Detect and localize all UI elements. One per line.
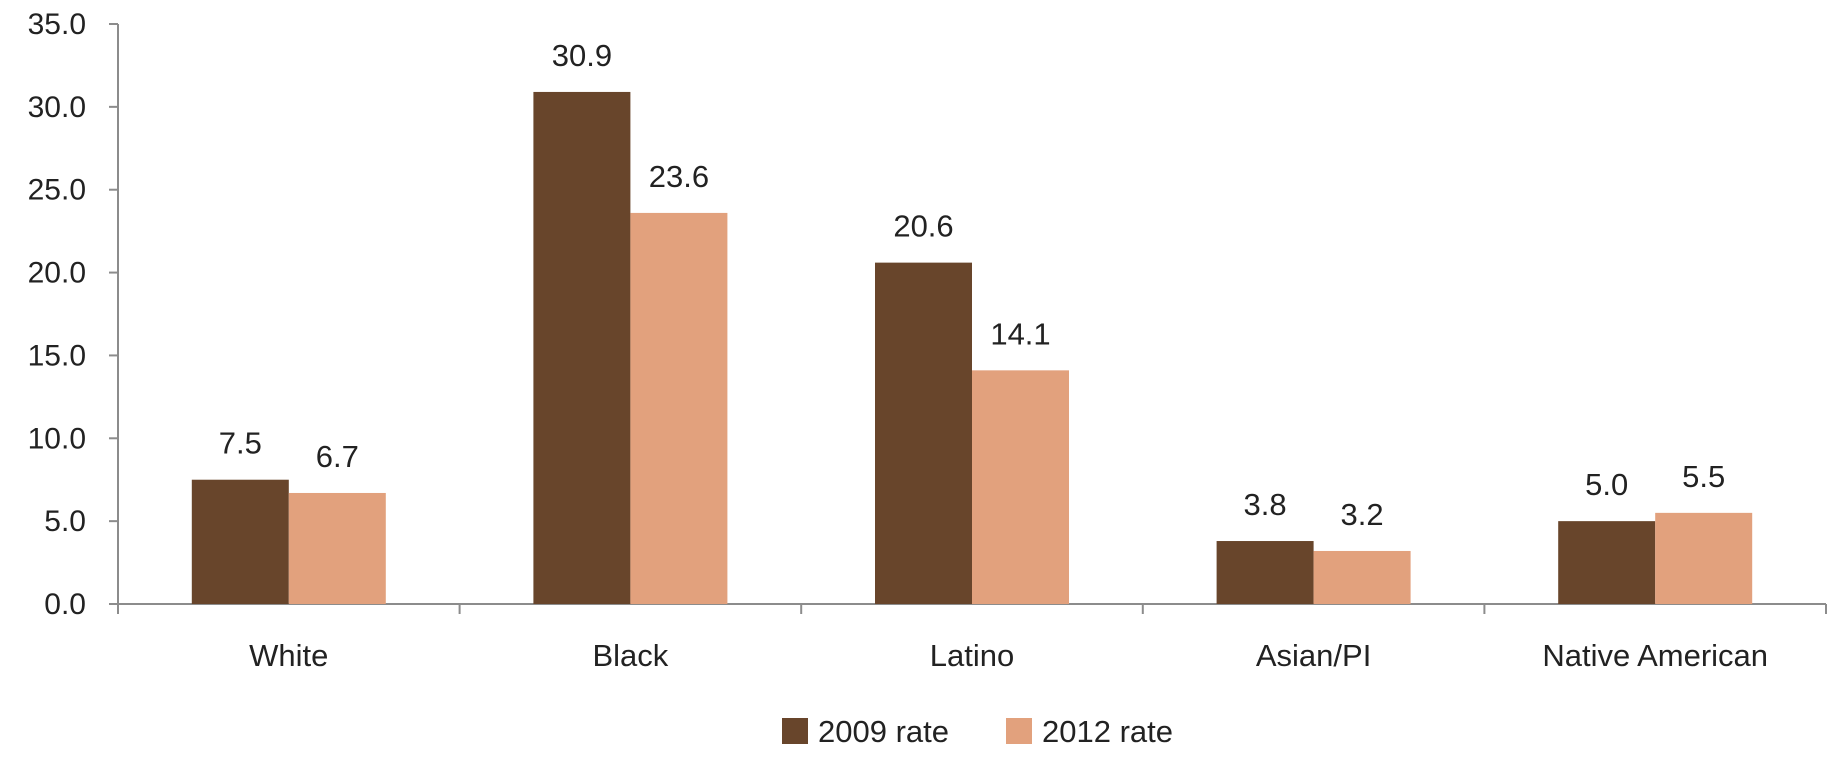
bar-2009-rate (533, 91, 631, 604)
legend-label: 2012 rate (1042, 714, 1173, 749)
x-axis: White Black Latino Asian/PI Native American (117, 603, 1827, 673)
bar-2009-rate (875, 262, 972, 604)
category-label: White (249, 638, 328, 673)
legend-swatch (782, 718, 808, 744)
bar-2009-rate (1558, 521, 1656, 604)
y-tick-label: 25.0 (28, 174, 86, 207)
bar-2009-rate (191, 479, 289, 604)
data-label: 3.8 (1244, 487, 1287, 522)
y-tick-label: 20.0 (28, 257, 86, 290)
bar-2012-rate (1655, 512, 1753, 604)
bar-2012-rate (288, 492, 386, 604)
data-label: 5.5 (1682, 459, 1725, 494)
bars (191, 91, 1753, 604)
data-label: 7.5 (219, 426, 262, 461)
legend: 2009 rate 2012 rate (782, 714, 1173, 749)
y-tick-label: 10.0 (28, 422, 86, 455)
category-label: Native American (1542, 638, 1768, 673)
data-labels: 7.5 30.9 20.6 3.8 5.0 6.7 23.6 14.1 3.2 5.5 (219, 38, 1726, 532)
bar-2009-rate (1216, 541, 1314, 604)
data-label: 23.6 (649, 159, 709, 194)
data-label: 30.9 (552, 38, 612, 73)
legend-swatch (1006, 718, 1032, 744)
y-tick-label: 15.0 (28, 339, 86, 372)
y-tick-label: 5.0 (44, 505, 86, 538)
bar-2012-rate (972, 370, 1069, 604)
category-label: Latino (930, 638, 1014, 673)
y-axis: 0.0 5.0 10.0 15.0 20.0 25.0 30.0 35.0 (28, 8, 119, 621)
legend-label: 2009 rate (818, 714, 949, 749)
data-label: 5.0 (1585, 467, 1628, 502)
bar-2012-rate (630, 212, 728, 604)
y-tick-label: 0.0 (44, 588, 86, 621)
bar-2012-rate (1313, 550, 1411, 604)
y-tick-label: 30.0 (28, 91, 86, 124)
category-label: Asian/PI (1256, 638, 1371, 673)
data-label: 3.2 (1341, 497, 1384, 532)
data-label: 20.6 (893, 209, 953, 244)
category-label: Black (592, 638, 668, 673)
data-label: 14.1 (990, 316, 1050, 351)
data-label: 6.7 (316, 439, 359, 474)
y-tick-label: 35.0 (28, 8, 86, 41)
